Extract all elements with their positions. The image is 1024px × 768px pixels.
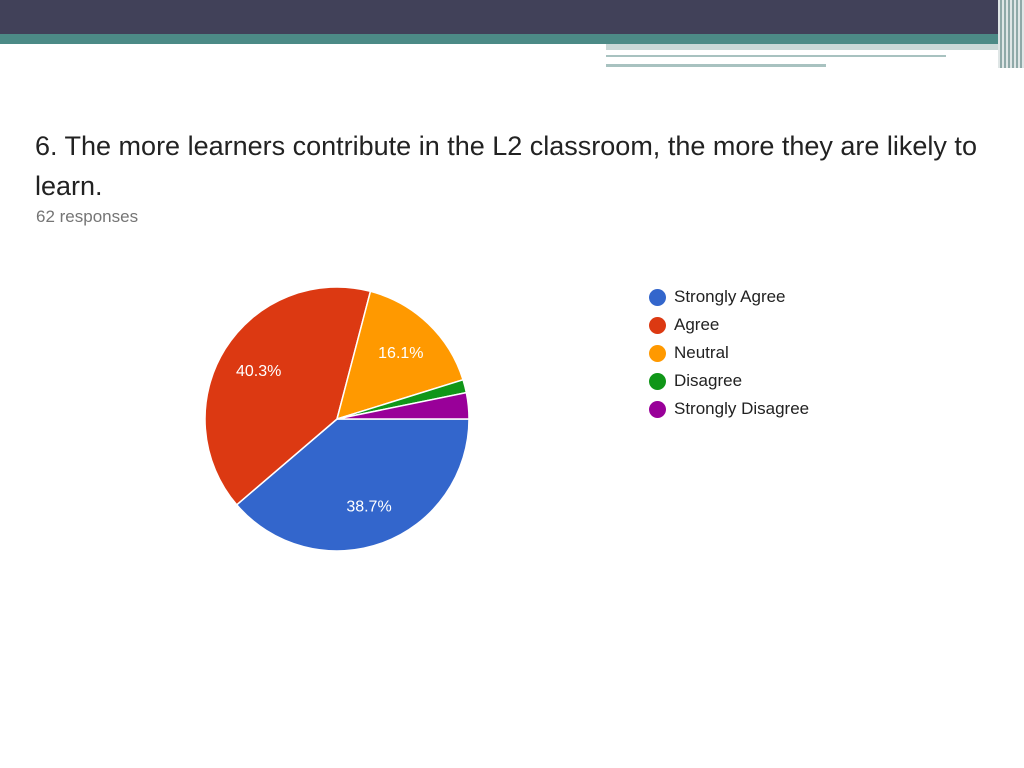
pie-slice-neutral [335,290,464,421]
chart-legend: Strongly Agree Agree Neutral Disagree St… [649,283,809,423]
pie-slice-strongly-agree [235,418,470,552]
legend-label: Strongly Agree [674,287,786,306]
header-bar [0,0,1024,34]
question-title: 6. The more learners contribute in the L… [35,131,977,201]
legend-item-agree: Agree [649,311,809,339]
legend-label: Agree [674,315,720,334]
header-rule-secondary [606,64,826,67]
header-accent-band [0,34,1024,44]
header-rule [606,55,946,57]
legend-item-strongly-agree: Strongly Agree [649,283,809,311]
pie-slice-label: 38.7% [346,499,391,516]
pie-slice-agree [204,286,372,506]
legend-label: Strongly Disagree [674,399,810,418]
legend-swatch [649,372,666,390]
pie-slice-label: 40.3% [236,363,281,380]
pie-slice-label: 16.1% [378,345,423,362]
legend-label: Neutral [674,343,729,362]
legend-swatch [649,400,666,418]
legend-label: Disagree [674,371,743,390]
legend-item-disagree: Disagree [649,367,809,395]
pie-slice-strongly-disagree [336,391,470,420]
legend-item-neutral: Neutral [649,339,809,367]
legend-swatch [649,288,666,306]
header-notch [0,44,606,54]
legend-swatch [649,344,666,362]
legend-swatch [649,316,666,334]
header-stripes [998,0,1024,68]
legend-item-strongly-disagree: Strongly Disagree [649,395,809,423]
response-count: 62 responses [36,207,139,226]
